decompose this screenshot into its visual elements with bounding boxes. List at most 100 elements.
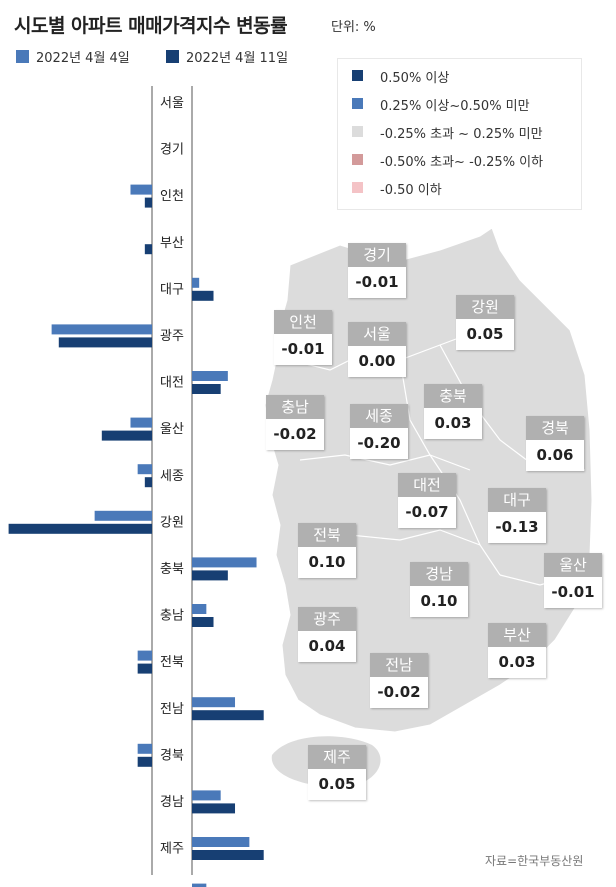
legend-swatch-series2: [166, 50, 179, 63]
bar-2: [137, 756, 152, 767]
map-label-name: 울산: [544, 553, 602, 577]
map-label-name: 경기: [348, 243, 406, 267]
map-label-chungnam: 충남 -0.02: [266, 395, 324, 450]
category-label: 충북: [160, 562, 184, 577]
bar-2: [144, 197, 152, 208]
map-label-incheon: 인천 -0.01: [274, 310, 332, 365]
color-legend-label-1: 0.50% 이상: [380, 71, 450, 86]
bar-1: [192, 883, 207, 887]
category-label: 대전: [160, 376, 184, 391]
map-label-value: 0.10: [410, 586, 468, 617]
bar-1: [192, 837, 250, 847]
map-label-name: 충남: [266, 395, 324, 419]
category-label: 충남: [160, 609, 184, 624]
map-label-sejong: 세종 -0.20: [350, 404, 408, 459]
category-label: 경남: [160, 795, 184, 810]
bar-1: [130, 184, 152, 195]
bar-2: [144, 477, 152, 488]
map-label-name: 충북: [424, 384, 482, 408]
map-label-value: -0.20: [350, 428, 408, 459]
bar-1: [94, 510, 152, 521]
map-label-jeonnam: 전남 -0.02: [370, 653, 428, 708]
color-legend-swatch-4: [352, 154, 363, 165]
map-label-name: 제주: [308, 745, 366, 769]
bar-2: [192, 290, 214, 301]
color-legend-label-2: 0.25% 이상~0.50% 미만: [380, 99, 530, 114]
map-label-name: 광주: [298, 607, 356, 631]
map-label-value: -0.07: [398, 497, 456, 528]
bar-2: [101, 430, 152, 441]
bar-2: [192, 710, 264, 721]
category-label: 제주: [160, 842, 184, 857]
map-label-chungbuk: 충북 0.03: [424, 384, 482, 439]
bar-1: [137, 650, 152, 661]
bar-1: [51, 324, 153, 335]
map-label-name: 대구: [488, 488, 546, 512]
map-label-value: 0.04: [298, 631, 356, 662]
map-label-gyeongnam: 경남 0.10: [410, 562, 468, 617]
map-label-value: 0.05: [456, 319, 514, 350]
map-label-jeju: 제주 0.05: [308, 745, 366, 800]
bar-2: [192, 850, 264, 860]
map-label-gyeongbuk: 경북 0.06: [526, 416, 584, 471]
bar-2: [144, 244, 152, 255]
map-label-value: -0.01: [274, 334, 332, 365]
legend-label-series2: 2022년 4월 11일: [186, 51, 289, 66]
map-label-value: 0.10: [298, 547, 356, 578]
category-label: 대구: [160, 282, 184, 297]
page-title: 시도별 아파트 매매가격지수 변동률: [14, 15, 288, 37]
map-label-name: 강원: [456, 295, 514, 319]
color-legend-label-5: -0.50 이하: [380, 183, 442, 198]
bar-1: [192, 277, 200, 288]
map-label-daejeon: 대전 -0.07: [398, 473, 456, 528]
bar-1: [192, 371, 228, 381]
map-label-gwangju: 광주 0.04: [298, 607, 356, 662]
map-label-name: 전북: [298, 523, 356, 547]
bar-1: [130, 417, 152, 428]
map-label-value: 0.00: [348, 346, 406, 377]
legend-swatch-series1: [16, 50, 29, 63]
category-label: 전북: [160, 655, 184, 670]
map-label-name: 세종: [350, 404, 408, 428]
map-label-name: 전남: [370, 653, 428, 677]
bar-1: [192, 557, 257, 568]
category-label: 울산: [160, 422, 184, 437]
map-label-value: -0.13: [488, 512, 546, 543]
bar-2: [58, 337, 152, 348]
bar-2: [8, 523, 152, 534]
map-label-seoul: 서울 0.00: [348, 322, 406, 377]
bar-2: [192, 617, 214, 627]
color-legend-swatch-5: [352, 182, 363, 193]
bar-1: [137, 743, 152, 754]
bar-1: [192, 604, 207, 614]
category-label: 서울: [160, 96, 184, 111]
bar-2: [192, 570, 228, 581]
map-label-value: 0.06: [526, 440, 584, 471]
color-legend-label-3: -0.25% 초과 ~ 0.25% 미만: [380, 127, 543, 142]
category-label: 부산: [160, 236, 184, 251]
category-label: 세종: [160, 469, 184, 484]
bar-2: [192, 384, 221, 394]
category-label: 인천: [160, 189, 184, 204]
map-label-value: -0.02: [370, 677, 428, 708]
map-label-value: 0.05: [308, 769, 366, 800]
source-label: 자료=한국부동산원: [485, 854, 584, 868]
map-label-name: 경북: [526, 416, 584, 440]
map-label-value: -0.01: [544, 577, 602, 608]
map-label-value: 0.03: [424, 408, 482, 439]
map-label-value: -0.01: [348, 267, 406, 298]
category-label: 전남: [160, 702, 184, 717]
map-label-gangwon: 강원 0.05: [456, 295, 514, 350]
category-label: 광주: [160, 329, 184, 344]
map-label-daegu: 대구 -0.13: [488, 488, 546, 543]
color-legend-swatch-1: [352, 70, 363, 81]
color-legend-swatch-2: [352, 98, 363, 109]
map-label-name: 대전: [398, 473, 456, 497]
category-label: 강원: [160, 515, 184, 530]
map-label-ulsan: 울산 -0.01: [544, 553, 602, 608]
category-label: 경북: [160, 748, 184, 763]
category-label: 경기: [160, 143, 184, 158]
map-label-name: 부산: [488, 623, 546, 647]
bar-1: [192, 697, 236, 708]
